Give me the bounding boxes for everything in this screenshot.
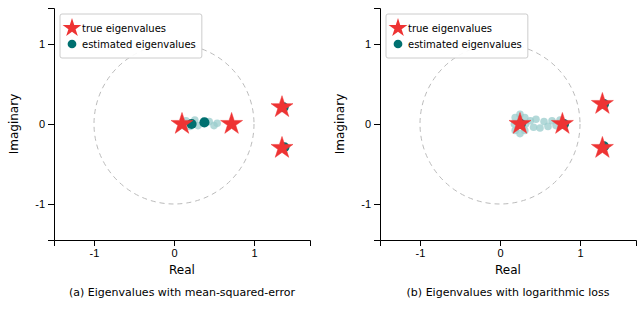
axis-line	[48, 9, 55, 241]
point	[171, 112, 193, 133]
point	[536, 124, 544, 132]
tick-mark	[94, 240, 95, 246]
tick: 1	[39, 38, 54, 50]
legend-label: estimated eigenvalues	[82, 39, 196, 50]
tick-mark	[374, 204, 380, 205]
tick: -1	[416, 240, 426, 259]
legend-symbol	[394, 40, 403, 49]
tick: 0	[365, 118, 380, 130]
point	[532, 115, 540, 123]
legend-symbol	[68, 40, 77, 49]
y-axis-title: Imaginary	[7, 94, 21, 155]
tick: 1	[251, 240, 257, 259]
x-axis-title: Real	[169, 263, 195, 277]
x-axis: -1 0 1	[55, 240, 311, 259]
tick-mark	[374, 124, 380, 125]
tick-mark	[48, 204, 54, 205]
tick-label: 1	[251, 247, 257, 259]
y-axis: -1 0 1	[361, 9, 380, 241]
tick: 1	[365, 38, 380, 50]
tick-label: 1	[577, 247, 583, 259]
legend-symbol	[389, 18, 408, 36]
point	[213, 119, 221, 127]
series	[171, 96, 293, 158]
legend: true eigenvalues estimated eigenvalues	[60, 14, 202, 58]
tick-label: 1	[39, 38, 45, 50]
tick: 0	[497, 240, 503, 259]
series	[516, 99, 609, 151]
tick-label: 0	[171, 247, 177, 259]
tick-mark	[580, 240, 581, 246]
caption: (a) Eigenvalues with mean-squared-error	[69, 286, 295, 299]
tick-label: -1	[90, 247, 100, 259]
tick: 0	[171, 240, 177, 259]
tick: -1	[90, 240, 100, 259]
tick-mark	[254, 240, 255, 246]
plot-area	[420, 44, 613, 204]
point	[199, 117, 209, 127]
tick-mark	[500, 240, 501, 246]
legend-box	[60, 14, 202, 58]
tick-label: 0	[39, 118, 45, 130]
axis-line	[374, 9, 381, 241]
legend: true eigenvalues estimated eigenvalues	[386, 14, 528, 58]
tick-mark	[174, 240, 175, 246]
panel: -1 0 1 -1 0 1 Real Imaginary (a) Eigenvalues wit…	[7, 9, 311, 300]
legend-label: estimated eigenvalues	[408, 39, 522, 50]
tick-label: 0	[497, 247, 503, 259]
tick-label: 1	[365, 38, 371, 50]
tick-label: -1	[361, 198, 371, 210]
series	[509, 92, 613, 157]
point	[221, 112, 243, 133]
chart: -1 0 1 -1 0 1 Real Imaginary (a) Eigenvalues wit…	[0, 0, 640, 333]
x-axis-title: Real	[495, 263, 521, 277]
tick-mark	[48, 44, 54, 45]
point	[591, 92, 613, 113]
tick-label: 0	[365, 118, 371, 130]
point	[271, 136, 293, 157]
caption: (b) Eigenvalues with logarithmic loss	[407, 286, 610, 299]
legend-label: true eigenvalues	[82, 23, 166, 34]
tick: -1	[35, 198, 54, 210]
tick: 0	[39, 118, 54, 130]
tick: 1	[577, 240, 583, 259]
y-axis-title: Imaginary	[333, 94, 347, 155]
point	[530, 123, 538, 131]
legend-label: true eigenvalues	[408, 23, 492, 34]
legend-symbol	[63, 18, 82, 36]
unit-circle	[94, 44, 254, 204]
tick-mark	[420, 240, 421, 246]
panel: -1 0 1 -1 0 1 Real Imaginary (b) Eigenvalues wit…	[333, 9, 637, 300]
point	[271, 96, 293, 117]
unit-circle	[420, 44, 580, 204]
y-axis: -1 0 1	[35, 9, 54, 241]
tick-mark	[374, 44, 380, 45]
point	[551, 112, 573, 133]
legend-box	[386, 14, 528, 58]
axis-line	[381, 241, 637, 247]
tick-label: -1	[416, 247, 426, 259]
tick-mark	[48, 124, 54, 125]
tick-label: -1	[35, 198, 45, 210]
plot-area	[94, 44, 293, 204]
axis-line	[55, 241, 311, 247]
point	[591, 136, 613, 157]
tick: -1	[361, 198, 380, 210]
x-axis: -1 0 1	[381, 240, 637, 259]
point	[509, 112, 531, 133]
